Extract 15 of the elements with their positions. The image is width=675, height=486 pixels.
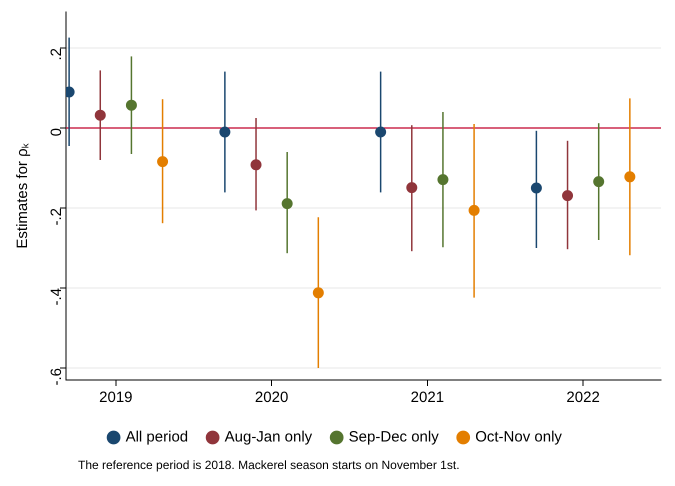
legend-label: Sep-Dec only [348, 428, 440, 446]
x-tick-label: 2021 [410, 389, 444, 406]
y-axis-title: Estimates for ρₖ [14, 142, 32, 249]
x-tick-label: 2022 [566, 389, 600, 406]
x-tick-label: 2020 [254, 389, 288, 406]
text: The reference period is 2018. Mackerel season starts on November 1st. [78, 458, 460, 472]
y-tick-label: .2 [48, 48, 66, 61]
y-tick-label: -.6 [48, 368, 66, 386]
y-tick-label: -.2 [48, 208, 66, 226]
legend-label: Oct-Nov only [475, 428, 562, 446]
x-tick-label: 2019 [99, 389, 133, 406]
y-tick-label: -.4 [48, 288, 66, 306]
legend-label: All period [126, 428, 188, 446]
legend-label: Aug-Jan only [224, 428, 313, 446]
y-tick-label: 0 [48, 128, 66, 136]
